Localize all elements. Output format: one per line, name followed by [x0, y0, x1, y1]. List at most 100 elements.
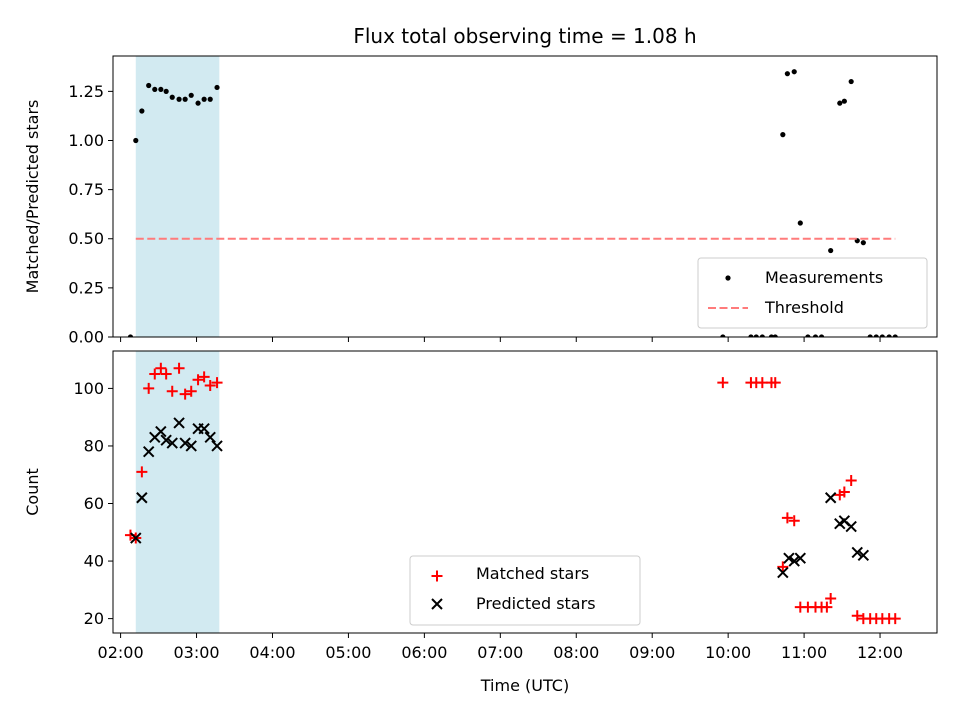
measurement-point — [169, 94, 175, 100]
y-tick-label: 40 — [84, 552, 104, 571]
measurement-point — [860, 240, 866, 246]
measurement-point — [759, 334, 765, 337]
x-tick-label: 06:00 — [401, 643, 447, 662]
y-tick-label: 100 — [73, 379, 104, 398]
matched-star-point — [192, 374, 204, 386]
y-tick-label: 0.25 — [68, 278, 104, 297]
predicted-star-point — [185, 440, 197, 452]
measurement-point — [207, 96, 213, 102]
matched-star-point — [821, 601, 833, 613]
measurement-point — [797, 220, 803, 226]
y-tick-label: 80 — [84, 436, 104, 455]
x-tick-label: 05:00 — [325, 643, 371, 662]
measurement-point — [163, 88, 169, 94]
legend-measurement-marker — [725, 275, 731, 281]
predicted-star-point — [198, 422, 210, 435]
chart-title: Flux total observing time = 1.08 h — [353, 24, 696, 48]
predicted-star-point — [160, 434, 172, 446]
measurement-point — [753, 334, 759, 337]
plot-area — [124, 362, 901, 625]
x-tick-label: 03:00 — [173, 643, 219, 662]
matched-star-point — [204, 380, 216, 392]
matched-star-point — [149, 368, 161, 380]
x-axis-label: Time (UTC) — [480, 676, 569, 695]
legend-measurements-label: Measurements — [765, 268, 883, 287]
measurement-point — [892, 334, 898, 337]
measurement-point — [784, 71, 790, 77]
predicted-star-point — [173, 417, 185, 429]
predicted-star-point — [777, 566, 789, 579]
x-tick-label: 02:00 — [98, 643, 144, 662]
matched-star-point — [166, 385, 178, 397]
y-axis-label: Matched/Predicted stars — [23, 100, 42, 294]
predicted-star-point — [211, 440, 223, 452]
measurement-point — [841, 98, 847, 104]
x-tick-label: 04:00 — [249, 643, 295, 662]
predicted-star-point — [794, 552, 807, 564]
matched-star-point — [851, 610, 863, 622]
legend-box — [697, 257, 928, 329]
matched-star-point — [838, 486, 850, 498]
measurement-point — [780, 132, 786, 138]
axes-frame — [112, 55, 938, 338]
measurement-point — [214, 84, 220, 91]
matched-star-point — [173, 362, 185, 374]
measurement-point — [867, 334, 873, 337]
matched-star-point — [136, 466, 148, 478]
measurement-point — [133, 137, 139, 144]
x-tick-label: 12:00 — [857, 643, 903, 662]
predicted-star-point — [166, 437, 178, 449]
measurement-point — [772, 334, 778, 337]
measurement-point — [812, 334, 819, 337]
predicted-star-point — [155, 425, 167, 438]
measurement-point — [873, 334, 879, 337]
legend-matched-marker — [431, 570, 443, 582]
y-tick-label: 1.25 — [68, 82, 104, 101]
matched-star-point — [198, 371, 210, 383]
y-tick-label: 0.00 — [68, 328, 104, 347]
predicted-star-point — [845, 520, 857, 533]
measurement-point — [127, 334, 134, 337]
measurement-point — [805, 334, 811, 337]
x-tick-label: 09:00 — [629, 643, 675, 662]
plot-area — [127, 69, 898, 337]
measurement-point — [188, 92, 194, 98]
predicted-star-point — [142, 446, 155, 458]
measurement-point — [748, 334, 754, 337]
legend-box — [409, 555, 641, 626]
matched-star-point — [185, 385, 197, 397]
top-panel: 0.00 0.25 0.50 0.75 1.00 1.25 Matched/Predicte… — [23, 55, 938, 347]
measurement-point — [720, 334, 726, 337]
matched-star-point — [769, 377, 781, 389]
matched-star-point — [717, 377, 729, 389]
predicted-star-point — [851, 546, 863, 559]
x-tick-label: 07:00 — [477, 643, 523, 662]
x-tick-label: 10:00 — [705, 643, 751, 662]
y-tick-label: 20 — [84, 609, 104, 628]
legend-threshold-label: Threshold — [764, 298, 844, 317]
matched-star-point — [781, 512, 793, 524]
measurement-point — [879, 334, 885, 337]
measurement-point — [886, 334, 892, 337]
matched-star-point — [143, 382, 155, 394]
predicted-star-point — [136, 492, 148, 504]
legend-predicted-marker — [431, 598, 443, 610]
observing-span — [135, 351, 220, 633]
y-tick-label: 0.50 — [68, 229, 104, 248]
y-tick-label: 0.75 — [68, 180, 104, 199]
top-legend: Measurements Threshold — [697, 257, 928, 329]
measurement-point — [195, 100, 201, 106]
bottom-panel: 20 40 60 80 100 02:00 03:00 04:00 05:00 06:00 07:0… — [23, 350, 938, 695]
matched-star-point — [160, 368, 172, 380]
predicted-star-point — [783, 552, 795, 564]
axes-frame — [112, 350, 938, 634]
measurement-point — [837, 100, 843, 106]
x-tick-label: 11:00 — [781, 643, 827, 662]
x-tick-label: 08:00 — [553, 643, 599, 662]
matched-star-point — [155, 362, 167, 374]
predicted-star-point — [788, 555, 800, 567]
legend-matched-label: Matched stars — [476, 564, 589, 583]
measurement-point — [158, 86, 164, 93]
predicted-star-point — [824, 492, 837, 504]
